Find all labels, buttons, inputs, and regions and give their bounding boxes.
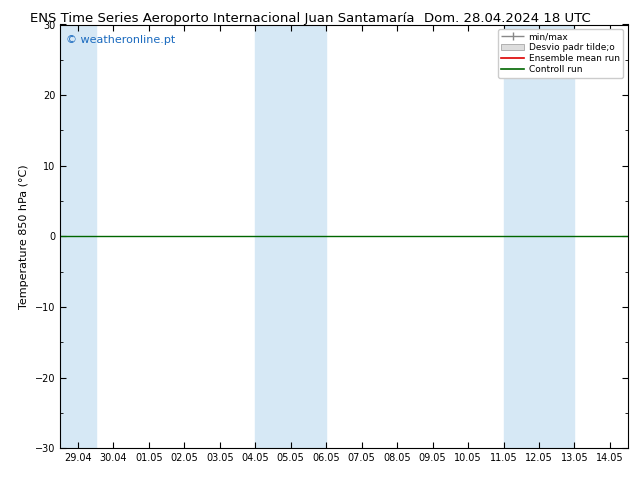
- Bar: [503, 24, 574, 448]
- Bar: [60, 24, 96, 448]
- Text: Dom. 28.04.2024 18 UTC: Dom. 28.04.2024 18 UTC: [424, 12, 591, 25]
- Bar: [256, 24, 327, 448]
- Text: © weatheronline.pt: © weatheronline.pt: [66, 35, 175, 45]
- Text: ENS Time Series Aeroporto Internacional Juan Santamaría: ENS Time Series Aeroporto Internacional …: [30, 12, 414, 25]
- Y-axis label: Temperature 850 hPa (°C): Temperature 850 hPa (°C): [19, 164, 29, 309]
- Legend: min/max, Desvio padr tilde;o, Ensemble mean run, Controll run: min/max, Desvio padr tilde;o, Ensemble m…: [498, 29, 623, 77]
